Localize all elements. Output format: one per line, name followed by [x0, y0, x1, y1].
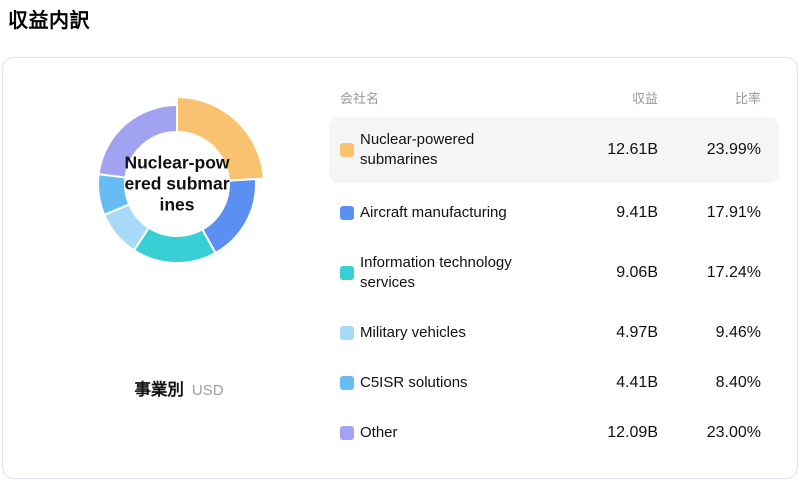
series-name: Nuclear-powered submarines	[360, 131, 475, 168]
series-name: Military vehicles	[360, 324, 466, 341]
header-revenue: 収益	[631, 90, 658, 106]
series-ratio: 17.91%	[706, 204, 761, 221]
series-color-swatch	[340, 376, 354, 390]
series-revenue: 4.97B	[616, 324, 658, 341]
series-name: Aircraft manufacturing	[360, 204, 507, 221]
legend-table: 会社名 収益 比率 Nuclear-powered submarines 12.…	[329, 89, 779, 463]
series-color-swatch	[340, 266, 354, 280]
header-company-name: 会社名	[340, 90, 380, 106]
revenue-breakdown-card: Nuclear-powered submarines 事業別 USD 会社名 収益…	[2, 57, 798, 479]
table-row[interactable]: Other 12.09B 23.00%	[329, 413, 779, 453]
series-color-swatch	[340, 326, 354, 340]
series-name: Other	[360, 424, 398, 441]
donut-segment[interactable]	[176, 96, 265, 182]
chart-unit-label: USD	[191, 382, 224, 399]
series-ratio: 8.40%	[715, 374, 761, 391]
series-name: Information technology services	[360, 254, 512, 291]
header-ratio: 比率	[734, 90, 761, 106]
series-ratio: 23.99%	[706, 141, 761, 158]
series-color-swatch	[340, 206, 354, 220]
series-revenue: 12.61B	[607, 141, 658, 158]
series-color-swatch	[340, 426, 354, 440]
table-row[interactable]: Nuclear-powered submarines 12.61B 23.99%	[329, 117, 779, 183]
series-revenue: 9.41B	[616, 204, 658, 221]
series-revenue: 9.06B	[616, 264, 658, 281]
series-name: C5ISR solutions	[360, 374, 468, 391]
donut-chart: Nuclear-powered submarines	[77, 84, 277, 284]
donut-segment[interactable]	[97, 104, 178, 179]
series-revenue: 4.41B	[616, 374, 658, 391]
table-row[interactable]: C5ISR solutions 4.41B 8.40%	[329, 363, 779, 403]
donut-chart-svg	[97, 96, 265, 264]
series-revenue: 12.09B	[607, 424, 658, 441]
page-title: 収益内訳	[8, 10, 90, 32]
legend-rows: Nuclear-powered submarines 12.61B 23.99%…	[329, 117, 779, 453]
legend-table-header: 会社名 収益 比率	[329, 89, 779, 106]
series-ratio: 23.00%	[706, 424, 761, 441]
table-row[interactable]: Military vehicles 4.97B 9.46%	[329, 313, 779, 353]
donut-center-label: Nuclear-powered submarines	[124, 152, 230, 215]
series-ratio: 17.24%	[706, 264, 761, 281]
series-ratio: 9.46%	[715, 324, 761, 341]
chart-dimension-label: 事業別	[134, 381, 184, 399]
series-color-swatch	[340, 143, 354, 157]
table-row[interactable]: Aircraft manufacturing 9.41B 17.91%	[329, 193, 779, 233]
chart-caption: 事業別 USD	[3, 376, 355, 400]
table-row[interactable]: Information technology services 9.06B 17…	[329, 243, 779, 303]
